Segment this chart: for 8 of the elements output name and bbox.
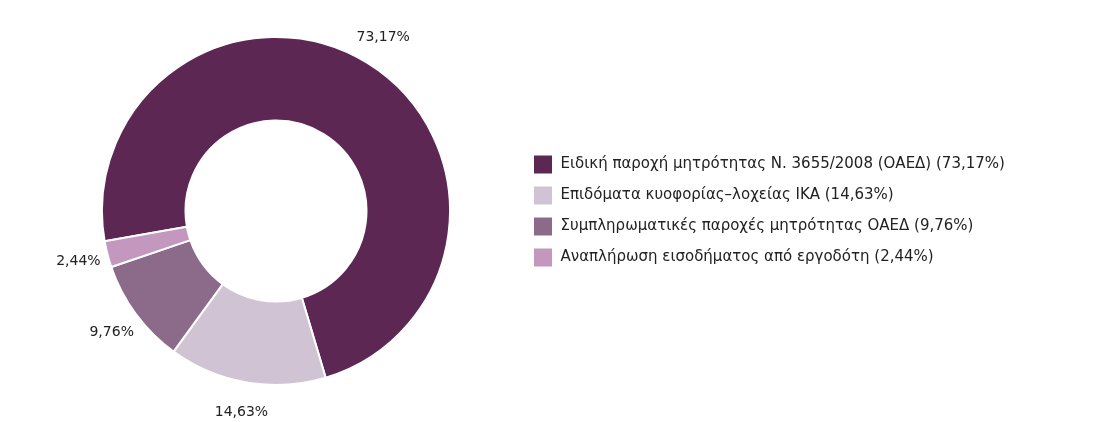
legend-label: Ειδική παροχή μητρότητας Ν. 3655/2008 (ΟΑΕΔ) (73,17%)	[560, 154, 1005, 173]
legend-label: Συμπληρωματικές παροχές μητρότητας ΟΑΕΔ (9,76%)	[560, 216, 974, 235]
legend-label: Επιδόματα κυοφορίας–λοχείας ΙΚΑ (14,63%)	[560, 185, 894, 204]
data-label: 9,76%	[89, 322, 134, 339]
data-label: 73,17%	[356, 28, 410, 45]
data-label: 2,44%	[56, 252, 101, 269]
data-label: 14,63%	[214, 402, 269, 419]
legend-label: Αναπλήρωση εισοδήματος από εργοδότη (2,44%)	[560, 247, 934, 266]
